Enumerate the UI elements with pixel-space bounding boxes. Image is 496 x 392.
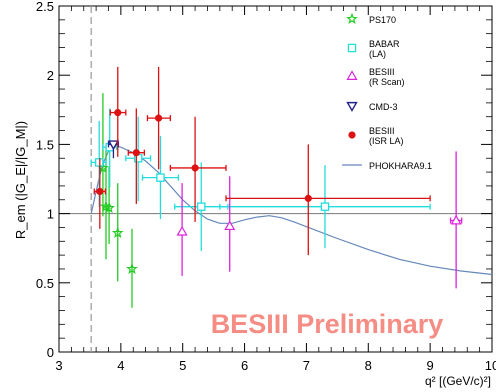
x-tick-label: 4 [117, 358, 124, 373]
legend-label: BESIII [369, 126, 395, 136]
data-point [96, 187, 104, 196]
x-tick-label: 8 [365, 358, 372, 373]
legend-label: (R Scan) [369, 77, 405, 87]
legend-label: (ISR LA) [369, 136, 404, 146]
data-point [114, 108, 122, 117]
series-besiii-isr-la [93, 66, 431, 256]
series-besiii-r-scan [176, 151, 463, 289]
y-tick-label: 1.5 [36, 137, 54, 152]
legend-label: PHOKHARA9.1 [369, 161, 432, 171]
data-point [126, 262, 138, 274]
legend-marker [346, 101, 358, 112]
legend-label: PS170 [369, 15, 396, 25]
data-point [176, 225, 188, 236]
data-point [191, 164, 199, 172]
x-tick-label: 6 [241, 358, 248, 373]
data-point [320, 202, 330, 211]
legend-label: (LA) [369, 49, 386, 59]
x-tick-label: 9 [427, 358, 434, 373]
reference-lines [59, 6, 492, 352]
x-tick-label: 3 [55, 358, 62, 373]
x-tick-label: 10 [485, 358, 496, 373]
y-tick-label: 1 [47, 207, 54, 222]
y-tick-label: 0.5 [36, 276, 54, 291]
legend-marker [348, 131, 356, 139]
axes: 3 4 5 6 7 8 9 10 0 0.5 1 1.5 2 2.5 [36, 0, 496, 373]
data-point [224, 220, 236, 231]
data-point [154, 114, 163, 122]
legend-label: BABAR [369, 39, 400, 49]
data-point [450, 214, 462, 225]
x-axis-label: q² [(GeV/c)²] [425, 374, 491, 388]
data-point [103, 201, 116, 214]
y-tick-label: 2.5 [36, 0, 54, 14]
data-point [132, 149, 140, 157]
data-points [90, 66, 463, 308]
y-tick-label: 2 [47, 68, 54, 83]
legend-marker [346, 70, 358, 80]
data-point [107, 140, 120, 151]
legend-marker [346, 12, 358, 25]
y-tick-label: 0 [47, 345, 54, 360]
data-point [156, 173, 165, 182]
x-tick-label: 5 [179, 358, 186, 373]
legend-marker [347, 43, 357, 53]
x-tick-label: 7 [303, 358, 310, 373]
data-point [197, 202, 206, 211]
legend-label: BESIII [369, 67, 395, 77]
watermark-text: BESIII Preliminary [211, 309, 444, 339]
plot-frame [58, 5, 493, 353]
data-point [304, 194, 312, 203]
y-axis-label: R_em (|G_E|/|G_M|) [13, 121, 28, 239]
data-point [111, 226, 124, 239]
series-cmd-3 [107, 140, 120, 159]
legend-label: CMD-3 [369, 102, 398, 112]
